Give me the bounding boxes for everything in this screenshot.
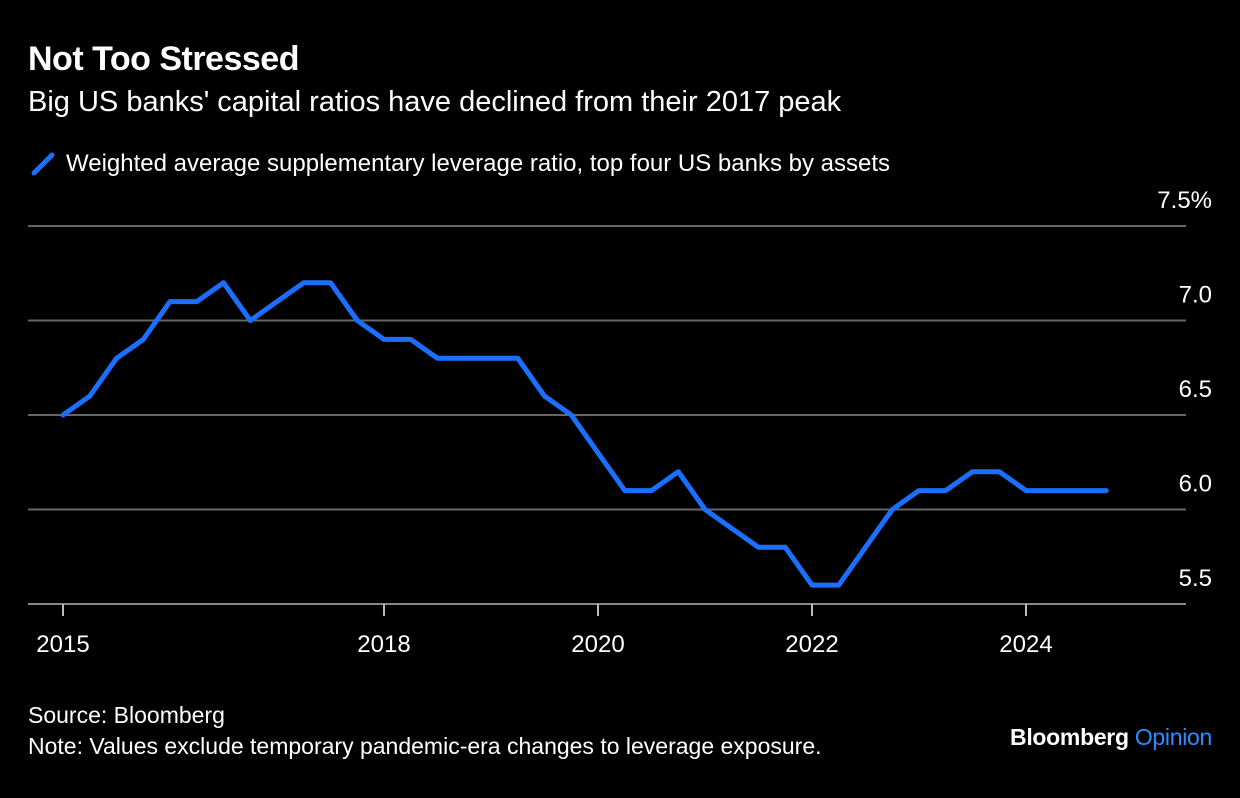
chart-title: Not Too Stressed: [28, 40, 299, 78]
x-tick-label: 2022: [785, 631, 838, 658]
y-tick-label: 7.5%: [1157, 187, 1212, 214]
y-tick-label: 5.5: [1179, 565, 1212, 592]
y-tick-label: 7.0: [1179, 282, 1212, 309]
footnote: Note: Values exclude temporary pandemic-…: [28, 733, 822, 759]
x-tick-label: 2020: [571, 631, 624, 658]
chart-subtitle: Big US banks' capital ratios have declin…: [28, 86, 842, 118]
x-tick-label: 2018: [357, 631, 410, 658]
legend-line-swatch: [31, 152, 55, 176]
x-tick-label: 2015: [36, 631, 89, 658]
brand-logo: Bloomberg Opinion: [1010, 724, 1212, 751]
footer: Source: Bloomberg Note: Values exclude t…: [28, 700, 822, 762]
source-note: Source: Bloomberg: [28, 702, 225, 728]
legend-label: Weighted average supplementary leverage …: [66, 150, 891, 177]
y-tick-label: 6.0: [1179, 471, 1212, 498]
series-line: [60, 280, 1109, 588]
brand-accent: Opinion: [1134, 724, 1212, 750]
brand-name: Bloomberg: [1010, 724, 1129, 750]
y-tick-label: 6.5: [1179, 376, 1212, 403]
x-tick-label: 2024: [999, 631, 1052, 658]
legend: Weighted average supplementary leverage …: [30, 148, 890, 180]
